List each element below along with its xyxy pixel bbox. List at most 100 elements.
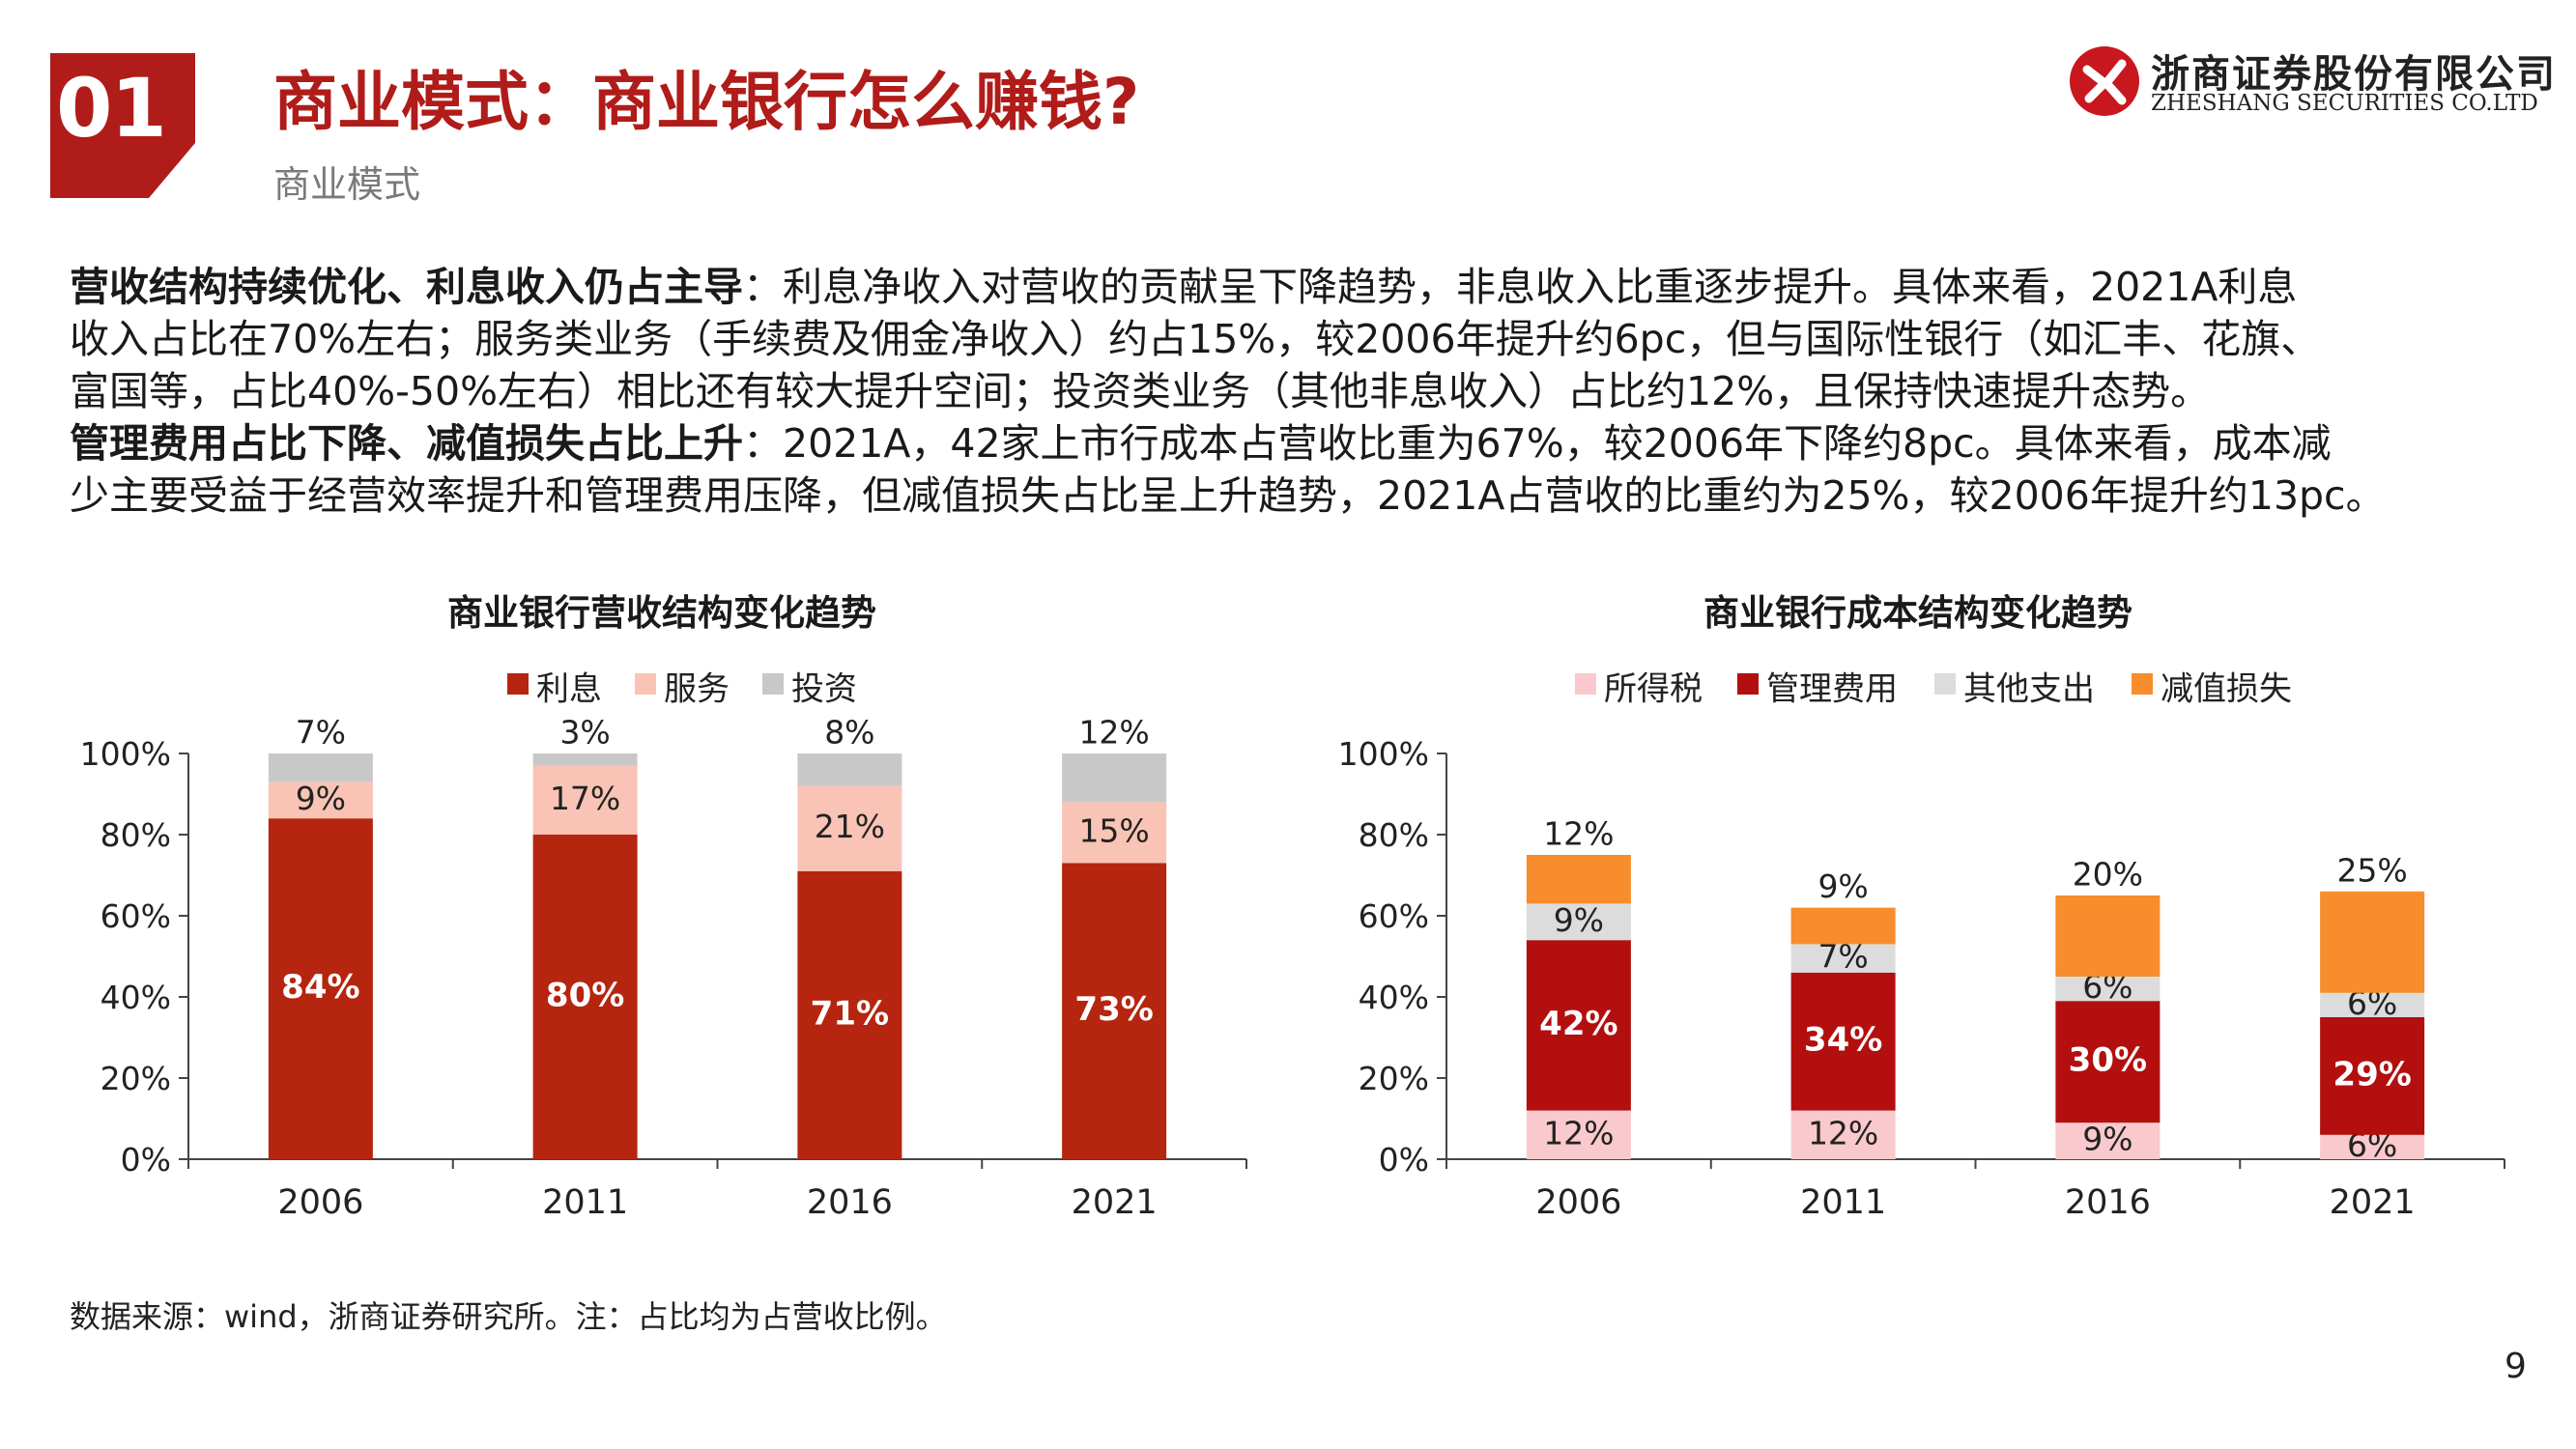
bar-segment-0 — [1526, 1110, 1631, 1159]
bar-segment-3 — [1526, 855, 1631, 904]
zheshang-logo-icon — [2070, 46, 2139, 116]
legend-label-1: 管理费用 — [1766, 670, 1898, 709]
data-label: 7% — [296, 714, 346, 752]
y-tick-label: 40% — [1359, 979, 1429, 1016]
paragraph-lead: 营收结构持续优化、利息收入仍占主导 — [70, 264, 743, 310]
x-tick-label: 2021 — [1072, 1183, 1158, 1222]
bar-segment-0 — [2320, 1134, 2425, 1159]
data-label: 42% — [1539, 1005, 1617, 1043]
data-label: 84% — [281, 968, 359, 1007]
bar-segment-1 — [268, 781, 373, 819]
y-tick-label: 60% — [100, 897, 171, 935]
data-label: 8% — [824, 714, 874, 752]
paragraph-line: 少主要受益于经营效率提升和管理费用压降，但减值损失占比呈上升趋势，2021A占营… — [70, 472, 2386, 519]
bar-segment-2 — [532, 753, 638, 766]
bar-segment-0 — [1790, 1110, 1896, 1159]
x-tick-label: 2016 — [2065, 1183, 2151, 1222]
page-number: 9 — [2504, 1347, 2527, 1386]
y-tick-label: 0% — [1379, 1141, 1429, 1179]
bar-segment-1 — [797, 785, 902, 871]
bar-segment-3 — [1790, 907, 1896, 945]
paragraph-text: ：利息净收入对营收的贡献呈下降趋势，非息收入比重逐步提升。具体来看，2021A利… — [743, 264, 2298, 310]
paragraph-line: 收入占比在70%左右；服务类业务（手续费及佣金净收入）约占15%，较2006年提… — [70, 316, 2321, 362]
data-label: 34% — [1804, 1021, 1882, 1060]
data-label: 15% — [1078, 811, 1149, 849]
y-tick-label: 20% — [100, 1060, 171, 1097]
bar-segment-1 — [2320, 1017, 2425, 1135]
y-tick-label: 60% — [1359, 897, 1429, 935]
data-label: 71% — [811, 994, 889, 1033]
legend-label-1: 服务 — [664, 670, 730, 709]
y-tick-label: 80% — [1359, 816, 1429, 854]
bar-segment-2 — [2055, 977, 2161, 1002]
logo-name-cn: 浙商证券股份有限公司 — [2151, 51, 2557, 97]
data-label: 20% — [2073, 856, 2143, 894]
page-title: 商业模式：商业银行怎么赚钱? — [273, 65, 1140, 139]
bar-segment-2 — [797, 753, 902, 786]
data-label: 80% — [546, 977, 624, 1015]
legend-swatch-2 — [1934, 673, 1956, 695]
legend-swatch-2 — [762, 673, 784, 695]
chart-title-cost: 商业银行成本结构变化趋势 — [1703, 592, 2132, 634]
section-number: 01 — [56, 61, 167, 156]
bar-segment-2 — [1790, 944, 1896, 973]
x-tick-label: 2011 — [1800, 1183, 1886, 1222]
bar-segment-3 — [2055, 895, 2161, 977]
bar-segment-1 — [1062, 802, 1167, 864]
y-tick-label: 80% — [100, 816, 171, 854]
y-tick-label: 100% — [1338, 735, 1429, 773]
legend-swatch-3 — [2132, 673, 2153, 695]
data-label: 12% — [1808, 1114, 1878, 1151]
data-label: 9% — [2082, 1121, 2132, 1158]
x-tick-label: 2006 — [277, 1183, 363, 1222]
bar-segment-0 — [2055, 1122, 2161, 1159]
y-tick-label: 100% — [80, 735, 171, 773]
data-label: 12% — [1543, 1114, 1614, 1151]
paragraph-line: 营收结构持续优化、利息收入仍占主导：利息净收入对营收的贡献呈下降趋势，非息收入比… — [70, 261, 2543, 313]
cost-structure-chart: 所得税 管理费用 其他支出 减值损失 0% 20% 40% 60% 80% 100% 2006 12%… — [1338, 670, 2505, 1222]
data-label: 3% — [559, 714, 610, 752]
data-label: 12% — [1078, 714, 1149, 752]
page-subtitle: 商业模式 — [273, 163, 421, 206]
y-tick-label: 40% — [100, 979, 171, 1016]
legend-swatch-1 — [635, 673, 656, 695]
legend-label-0: 所得税 — [1604, 670, 1703, 709]
bar-segment-1 — [532, 765, 638, 835]
legend-label-2: 其他支出 — [1963, 670, 2095, 709]
legend-swatch-0 — [1575, 673, 1596, 695]
bar-segment-2 — [268, 753, 373, 782]
data-label: 17% — [550, 780, 620, 817]
bar-segment-0 — [268, 818, 373, 1159]
x-tick-label: 2006 — [1535, 1183, 1621, 1222]
data-label: 73% — [1074, 990, 1153, 1029]
bar-segment-1 — [2055, 1001, 2161, 1123]
data-label: 9% — [1818, 867, 1868, 905]
data-label: 25% — [2336, 851, 2407, 889]
bar-segment-2 — [1062, 753, 1167, 803]
data-label: 12% — [1543, 815, 1614, 853]
bar-segment-3 — [2320, 891, 2425, 993]
legend-swatch-0 — [507, 673, 529, 695]
paragraph-line: 富国等，占比40%-50%左右）相比还有较大提升空间；投资类业务（其他非息收入）… — [70, 368, 2211, 414]
data-label: 9% — [296, 780, 346, 817]
paragraph-lead: 管理费用占比下降、减值损失占比上升 — [70, 420, 743, 467]
legend-swatch-1 — [1737, 673, 1759, 695]
bar-segment-0 — [1062, 863, 1167, 1159]
logo-name-en: ZHESHANG SECURITIES CO.LTD — [2151, 91, 2538, 116]
bar-segment-1 — [1790, 972, 1896, 1111]
y-tick-label: 0% — [121, 1141, 171, 1179]
chart-title-revenue: 商业银行营收结构变化趋势 — [447, 592, 876, 634]
legend-label-2: 投资 — [791, 670, 857, 709]
bar-segment-0 — [797, 870, 902, 1159]
revenue-structure-chart: 利息 服务 投资 0% 20% 40% 60% 80% 100% 2006 84% 9% 7% 2011 8… — [80, 670, 1247, 1222]
bar-segment-2 — [2320, 992, 2425, 1017]
y-tick-label: 20% — [1359, 1060, 1429, 1097]
bar-segment-0 — [532, 835, 638, 1159]
bar-segment-1 — [1526, 940, 1631, 1111]
company-logo: 浙商证券股份有限公司 ZHESHANG SECURITIES CO.LTD — [2068, 39, 2555, 126]
data-label: 29% — [2333, 1055, 2411, 1094]
paragraph-text: ：2021A，42家上市行成本占营收比重为67%，较2006年下降约8pc。具体… — [743, 420, 2332, 467]
x-tick-label: 2011 — [542, 1183, 628, 1222]
section-badge: 01 — [50, 53, 195, 198]
data-label: 21% — [815, 808, 885, 845]
